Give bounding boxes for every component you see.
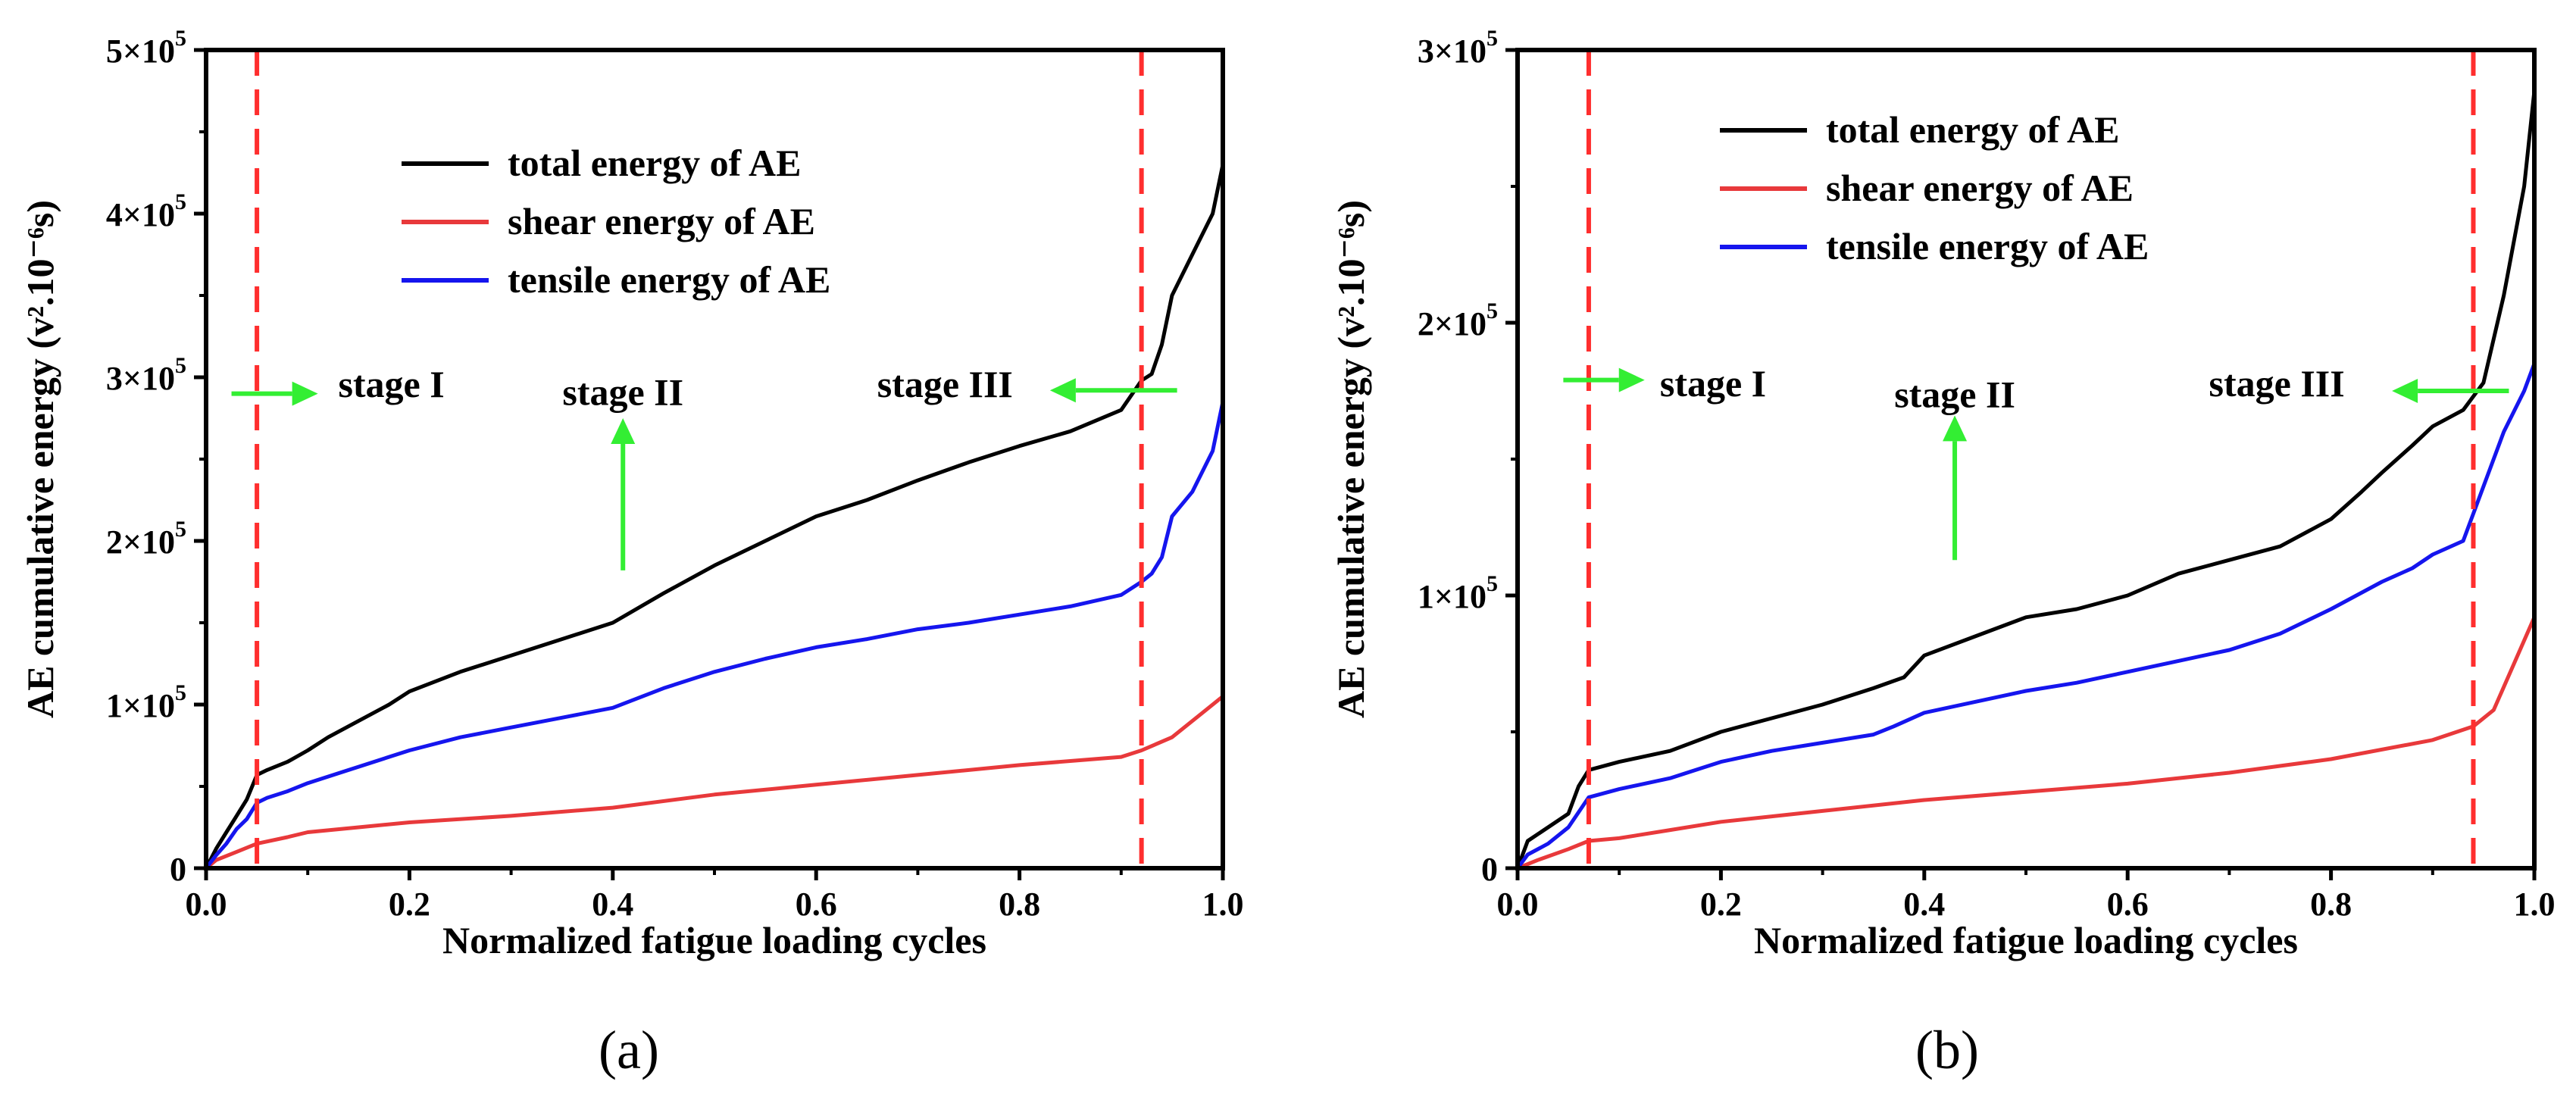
- legend-label-shear: shear energy of AE: [1826, 167, 2134, 209]
- stage-arrowhead-2: [611, 418, 636, 444]
- stage-arrowhead-3: [2392, 379, 2418, 403]
- series-line-tensile: [205, 401, 1225, 870]
- x-axis-title-b: Normalized fatigue loading cycles: [1754, 919, 2298, 961]
- series-line-tensile: [1515, 363, 2537, 870]
- y-tick-label: 1×105: [1418, 571, 1498, 615]
- legend-a: total energy of AE shear energy of AE tens…: [402, 142, 830, 301]
- x-tick-label: 0.6: [796, 886, 837, 923]
- y-tick-label: 2×105: [1418, 298, 1498, 342]
- legend-label-total: total energy of AE: [508, 142, 801, 184]
- tick-layer-a: 0.0 0.2 0.4 0.6 0.8 1.0 0 1×105 2×105 3×105 4×105 5…: [106, 26, 1244, 923]
- y-tick-label: 3×105: [1418, 26, 1498, 70]
- x-tick-label: 1.0: [2514, 886, 2556, 923]
- legend-label-total: total energy of AE: [1826, 108, 2119, 151]
- panel-label-a: (a): [599, 1020, 659, 1080]
- stage-label-3: stage III: [2209, 362, 2345, 405]
- panel-b: 0.0 0.2 0.4 0.6 0.8 1.0 0 1×105 2×105 3×105 total…: [1330, 26, 2556, 1080]
- y-tick-label: 4×105: [106, 189, 186, 233]
- y-tick-label: 5×105: [106, 26, 186, 70]
- legend-label-shear: shear energy of AE: [508, 200, 815, 242]
- y-axis-title-a: AE cumulative energy (v².10⁻⁶s): [19, 200, 61, 718]
- x-axis-title-a: Normalized fatigue loading cycles: [442, 919, 986, 961]
- panel-label-b: (b): [1915, 1020, 1979, 1080]
- stage-arrowhead-1: [1618, 367, 1645, 392]
- x-tick-label: 0.2: [1700, 886, 1742, 923]
- x-tick-label: 0.4: [592, 886, 633, 923]
- stage-boundary-layer-a: [255, 50, 1144, 868]
- y-tick-label: 3×105: [106, 353, 186, 397]
- y-tick-label: 0: [170, 851, 186, 888]
- stage-arrowhead-2: [1943, 415, 1968, 442]
- y-tick-label: 0: [1481, 851, 1498, 888]
- stage-annotations-b: stage I stage II stage III: [1563, 362, 2509, 561]
- x-tick-label: 0.0: [186, 886, 227, 923]
- stage-boundary-layer-b: [1586, 50, 2476, 868]
- stage-label-1: stage I: [1660, 362, 1766, 405]
- stage-label-2: stage II: [1894, 373, 2015, 416]
- x-tick-label: 0.8: [2310, 886, 2352, 923]
- panel-a: 0.0 0.2 0.4 0.6 0.8 1.0 0 1×105 2×105 3×105 4×105 5…: [19, 26, 1244, 1080]
- x-tick-label: 0.8: [999, 886, 1040, 923]
- y-axis-title-b: AE cumulative energy (v².10⁻⁶s): [1330, 200, 1372, 718]
- legend-label-tensile: tensile energy of AE: [1826, 225, 2149, 267]
- x-tick-label: 0.4: [1903, 886, 1945, 923]
- stage-label-3: stage III: [877, 363, 1013, 405]
- tick-layer-b: 0.0 0.2 0.4 0.6 0.8 1.0 0 1×105 2×105 3×105: [1418, 26, 2556, 923]
- legend-b: total energy of AE shear energy of AE tens…: [1720, 108, 2149, 267]
- y-tick-label: 1×105: [106, 680, 186, 724]
- stage-annotations-a: stage I stage II stage III: [231, 363, 1177, 570]
- x-tick-label: 0.2: [389, 886, 430, 923]
- x-tick-label: 1.0: [1202, 886, 1244, 923]
- stage-arrowhead-3: [1049, 378, 1076, 403]
- x-tick-label: 0.6: [2107, 886, 2149, 923]
- x-tick-label: 0.0: [1497, 886, 1539, 923]
- y-tick-label: 2×105: [106, 517, 186, 561]
- legend-label-tensile: tensile energy of AE: [508, 258, 830, 301]
- series-line-shear: [1517, 616, 2537, 870]
- stage-label-2: stage II: [562, 371, 683, 414]
- series-line-total: [204, 164, 1225, 870]
- stage-arrowhead-1: [292, 381, 318, 406]
- stage-label-1: stage I: [338, 363, 444, 405]
